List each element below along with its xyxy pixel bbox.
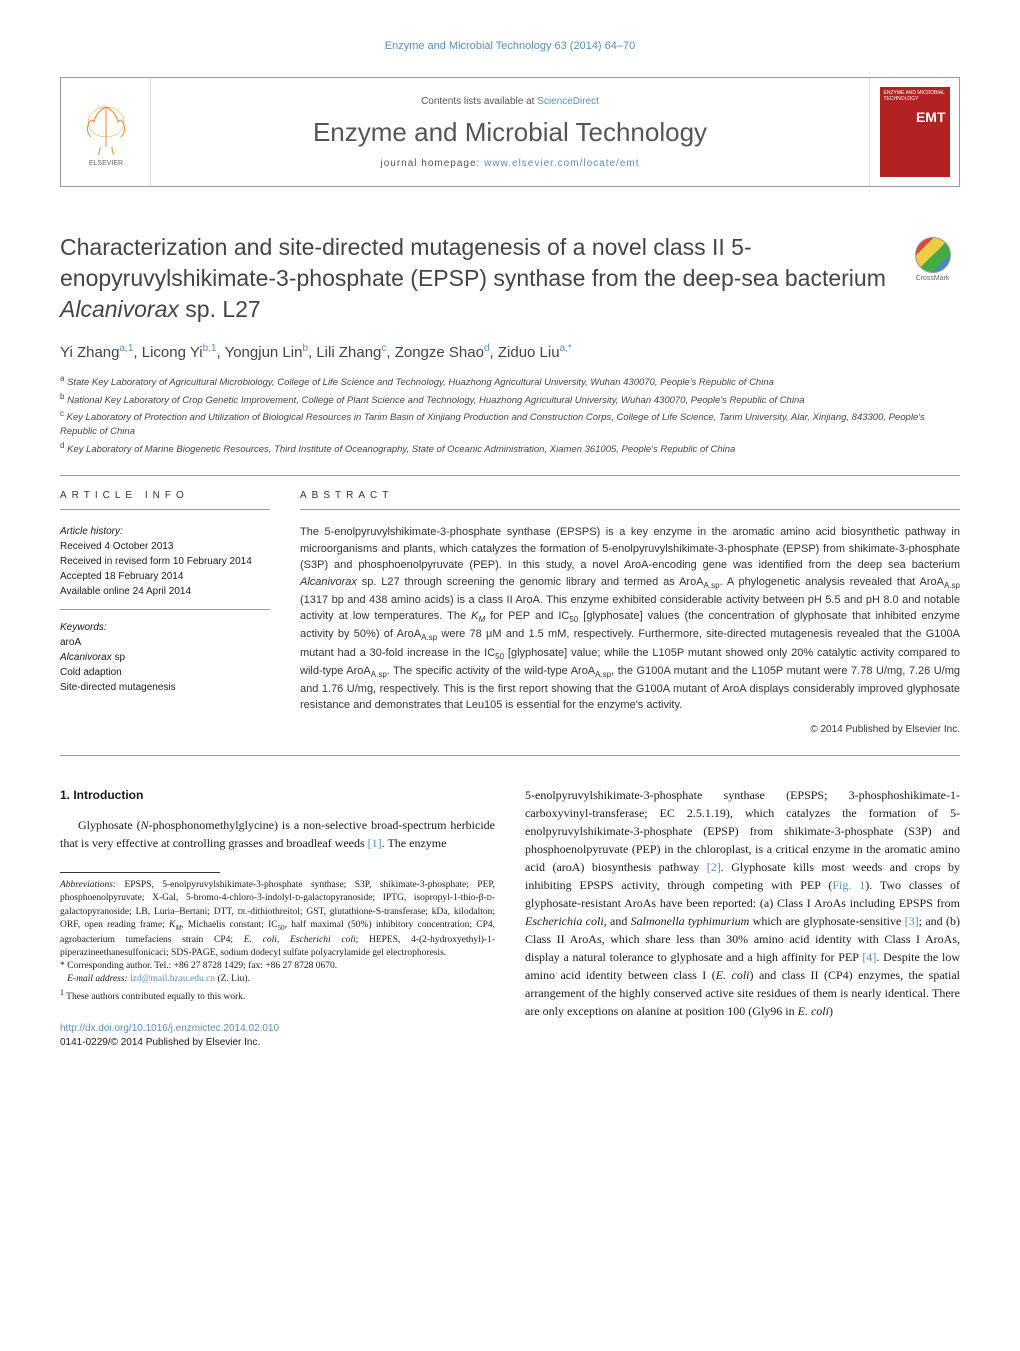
email-link[interactable]: lzd@mail.hzau.edu.cn (130, 974, 215, 984)
journal-homepage-line: journal homepage: www.elsevier.com/locat… (380, 158, 639, 169)
journal-cover-cell: ENZYME AND MICROBIAL TECHNOLOGY EMT (869, 78, 959, 186)
author-list: Yi Zhanga,1, Licong Yib,1, Yongjun Linb,… (60, 343, 960, 361)
abstract-column: ABSTRACT The 5-enolpyruvylshikimate-3-ph… (300, 490, 960, 735)
article-info-column: ARTICLE INFO Article history: Received 4… (60, 490, 270, 735)
cover-emt-text: EMT (916, 109, 946, 125)
title-post: sp. L27 (179, 296, 261, 322)
introduction-heading: 1. Introduction (60, 786, 495, 804)
keyword-4: Site-directed mutagenesis (60, 680, 270, 695)
keywords-label: Keywords: (60, 620, 270, 635)
affiliation-c: c Key Laboratory of Protection and Utili… (60, 408, 960, 440)
keyword-1: aroA (60, 635, 270, 650)
body-column-right: 5-enolpyruvylshikimate-3-phosphate synth… (525, 786, 960, 1050)
masthead-center: Contents lists available at ScienceDirec… (151, 78, 869, 186)
svg-text:ELSEVIER: ELSEVIER (88, 160, 122, 167)
doi-link[interactable]: http://dx.doi.org/10.1016/j.enzmictec.20… (60, 1023, 279, 1034)
crossmark-icon (915, 237, 951, 273)
divider-rule (60, 475, 960, 476)
title-genus-italic: Alcanivorax (60, 296, 179, 322)
affiliation-b: b National Key Laboratory of Crop Geneti… (60, 391, 960, 408)
contents-available-line: Contents lists available at ScienceDirec… (421, 96, 599, 107)
keyword-3: Cold adaption (60, 665, 270, 680)
history-online: Available online 24 April 2014 (60, 584, 270, 599)
journal-masthead: ELSEVIER Contents lists available at Sci… (60, 77, 960, 187)
cover-title-text: ENZYME AND MICROBIAL TECHNOLOGY (884, 91, 946, 102)
issn-copyright-line: 0141-0229/© 2014 Published by Elsevier I… (60, 1037, 260, 1048)
abstract-heading: ABSTRACT (300, 490, 960, 501)
email-label: E-mail address: (67, 974, 130, 984)
abstract-text: The 5-enolpyruvylshikimate-3-phosphate s… (300, 524, 960, 714)
article-info-heading: ARTICLE INFO (60, 490, 270, 501)
journal-homepage-link[interactable]: www.elsevier.com/locate/emt (484, 158, 639, 169)
journal-cover-thumbnail: ENZYME AND MICROBIAL TECHNOLOGY EMT (880, 87, 950, 177)
intro-para-col2: 5-enolpyruvylshikimate-3-phosphate synth… (525, 786, 960, 1020)
history-label: Article history: (60, 524, 270, 539)
affiliation-a: a State Key Laboratory of Agricultural M… (60, 373, 960, 390)
body-column-left: 1. Introduction Glyphosate (N-phosphonom… (60, 786, 495, 1050)
abbreviations-footnote: Abbreviations: EPSPS, 5-enolpyruvylshiki… (60, 879, 495, 960)
homepage-prefix: journal homepage: (380, 158, 484, 169)
history-revised: Received in revised form 10 February 201… (60, 554, 270, 569)
crossmark-badge[interactable]: CrossMark (905, 232, 960, 287)
abstract-rule-top (300, 509, 960, 510)
publisher-logo-cell: ELSEVIER (61, 78, 151, 186)
title-pre: Characterization and site-directed mutag… (60, 234, 886, 291)
elsevier-tree-logo: ELSEVIER (76, 97, 136, 167)
article-history-block: Article history: Received 4 October 2013… (60, 524, 270, 610)
email-footnote: E-mail address: lzd@mail.hzau.edu.cn (Z.… (60, 973, 495, 986)
intro-para-col1: Glyphosate (N-phosphonomethylglycine) is… (60, 816, 495, 852)
footnotes-rule (60, 872, 220, 873)
crossmark-label: CrossMark (916, 275, 950, 282)
affiliations-block: a State Key Laboratory of Agricultural M… (60, 373, 960, 457)
email-suffix: (Z. Liu). (215, 974, 250, 984)
history-received: Received 4 October 2013 (60, 539, 270, 554)
info-rule-top (60, 509, 270, 510)
running-head: Enzyme and Microbial Technology 63 (2014… (60, 40, 960, 52)
equal-contribution-footnote: 1 These authors contributed equally to t… (60, 987, 495, 1004)
divider-after-abstract (60, 755, 960, 756)
keyword-2: Alcanivorax sp (60, 650, 270, 665)
article-title: Characterization and site-directed mutag… (60, 232, 890, 325)
affiliation-d: d Key Laboratory of Marine Biogenetic Re… (60, 440, 960, 457)
sciencedirect-link[interactable]: ScienceDirect (537, 96, 599, 107)
doi-block: http://dx.doi.org/10.1016/j.enzmictec.20… (60, 1022, 495, 1050)
corresponding-author-footnote: * Corresponding author. Tel.: +86 27 872… (60, 960, 495, 973)
journal-name: Enzyme and Microbial Technology (313, 117, 707, 148)
contents-prefix: Contents lists available at (421, 96, 537, 107)
history-accepted: Accepted 18 February 2014 (60, 569, 270, 584)
abstract-copyright: © 2014 Published by Elsevier Inc. (300, 724, 960, 735)
footnotes-block: Abbreviations: EPSPS, 5-enolpyruvylshiki… (60, 879, 495, 1004)
keywords-block: Keywords: aroA Alcanivorax sp Cold adapt… (60, 620, 270, 695)
